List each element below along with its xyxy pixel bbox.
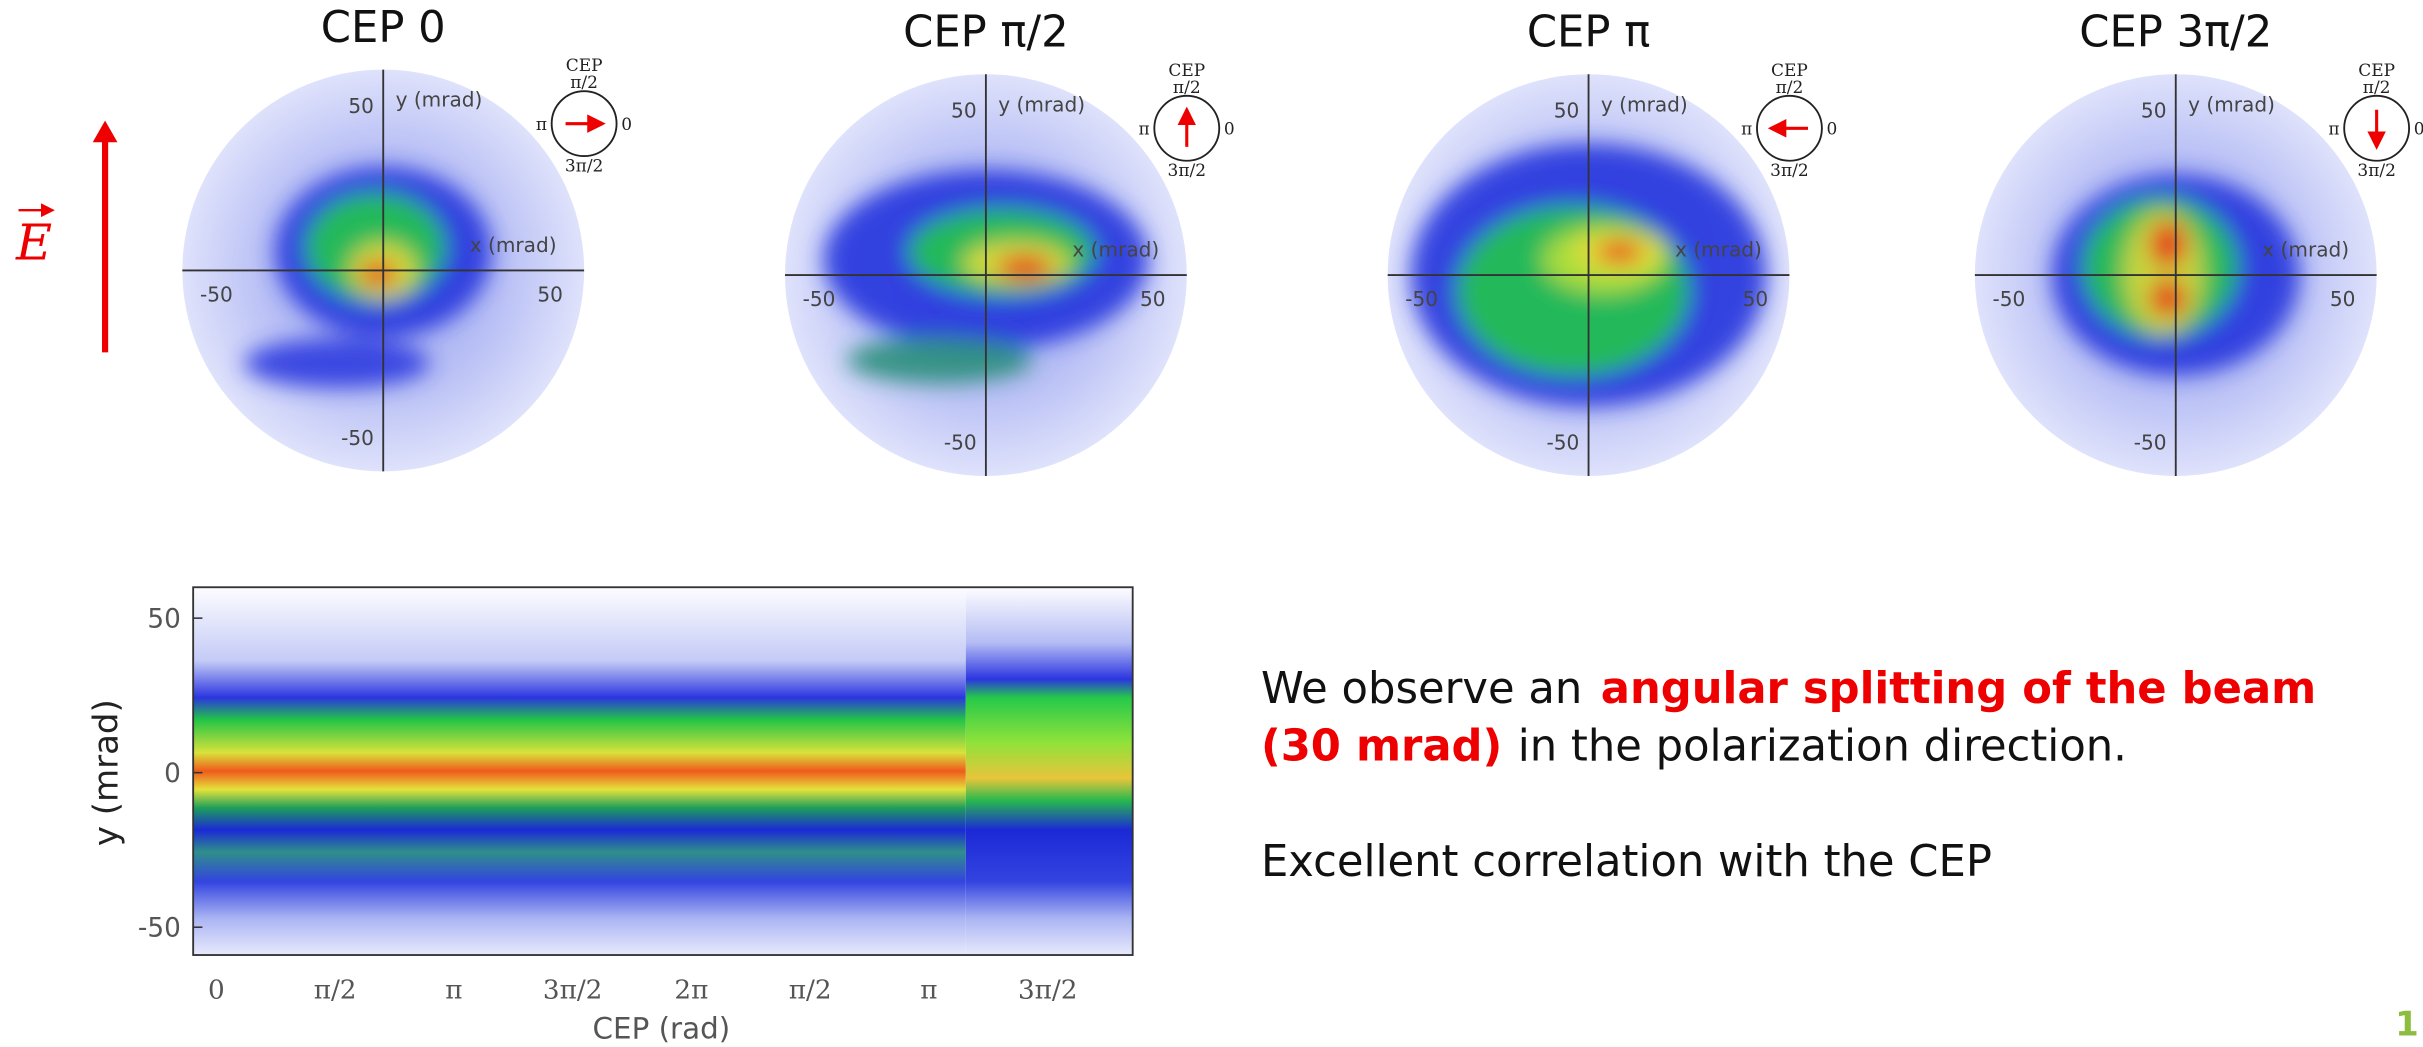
dial-label: CEP [566,56,603,76]
panel-title: CEP 3π/2 [2079,7,2272,57]
tick-label: 50 [348,94,374,118]
x-tick-label: π/2 [789,975,832,1005]
panel-title: CEP 0 [321,3,446,53]
beam-blob [360,261,398,286]
dial-label: 0 [1224,119,1235,139]
x-tick-label: 2π [674,975,708,1005]
dial-label: π/2 [570,73,598,93]
x-axis-label: CEP (rad) [593,1011,731,1045]
y-axis-label: y (mrad) [87,699,127,846]
y-tick-label: 0 [164,759,181,789]
tick-label: 50 [537,282,563,306]
x-tick-label: 3π/2 [1018,975,1078,1005]
dial-label: 3π/2 [565,157,603,177]
field-label: E [15,214,52,272]
panel-title: CEP π [1527,7,1650,57]
text-line-3: Excellent correlation with the CEP [1261,837,1992,887]
dial-label: π [536,115,547,135]
highlight-text: (30 mrad) [1261,721,1502,771]
tick-label: 50 [951,98,977,122]
x-tick-label: π/2 [314,975,357,1005]
tick-label: -50 [944,431,977,455]
dial-label: π/2 [2363,78,2391,98]
dial-label: CEP [1771,61,1808,81]
beam-blob [2149,279,2187,317]
axis-label: x (mrad) [2262,238,2349,262]
axis-label: x (mrad) [470,233,557,257]
beam-blob [996,255,1053,280]
heatmap [193,587,966,956]
dial-label: 0 [1827,119,1838,139]
axis-label: y (mrad) [998,92,1085,116]
field-arrow-head [92,120,118,143]
dial-label: 3π/2 [2357,161,2396,181]
y-tick-label: -50 [138,913,181,943]
x-tick-label: 3π/2 [543,975,603,1005]
axis-label: y (mrad) [1601,92,1688,116]
dial-label: π/2 [1173,78,1201,98]
tick-label: 50 [1554,98,1580,122]
panel-title: CEP π/2 [903,7,1068,57]
beam-blob [846,336,1033,384]
tick-label: -50 [1405,287,1438,311]
highlight-text: angular splitting of the beam [1601,664,2316,714]
tick-label: 50 [1140,287,1166,311]
x-tick-label: π [920,975,937,1005]
dial-label: CEP [1168,61,1205,81]
tick-label: -50 [2134,431,2167,455]
text-line-1: We observe an angular splitting of the be… [1261,664,2316,714]
dial-label: π [2328,119,2339,139]
x-tick-label: π [445,975,462,1005]
axis-label: x (mrad) [1675,238,1762,262]
dial-label: π/2 [1776,78,1804,98]
tick-label: -50 [341,426,374,450]
tick-label: 50 [1743,287,1769,311]
beam-blob [2149,221,2187,268]
axis-label: y (mrad) [2188,92,2275,116]
dial-label: 3π/2 [1770,161,1809,181]
cep-scan-plot: y (mrad) CEP (rad) 50 0 -50 0 π/2 π 3π/2 2π π/2 π… [87,586,1134,1045]
dial-label: 0 [621,115,632,135]
plot-frame [192,586,1134,956]
dial-label: CEP [2358,61,2395,81]
text-line-2: (30 mrad) in the polarization direction. [1261,721,2127,771]
dial-label: π [1741,119,1752,139]
plain-text: We observe an [1261,664,1582,714]
beam-blob [1596,241,1643,263]
tick-label: 50 [2141,98,2167,122]
plain-text: in the polarization direction. [1518,721,2127,771]
x-tick-label: 0 [208,975,225,1005]
tick-label: -50 [200,282,233,306]
tick-label: 50 [2330,287,2356,311]
axis-label: y (mrad) [396,88,483,112]
heatmap [965,587,1133,956]
axis-label: x (mrad) [1072,238,1159,262]
dial-label: 3π/2 [1168,161,1207,181]
beam-panel: CEP 3π/2 50 -50 -50 50 y (mrad) x (mrad) CEPπ/2… [1974,7,2423,476]
y-tick-label: 50 [147,604,180,634]
tick-label: -50 [1992,287,2025,311]
page-number: 1 [2395,1004,2419,1044]
tick-label: -50 [1546,431,1579,455]
beam-blob [244,338,430,388]
dial-label: 0 [2414,119,2423,139]
dial-label: π [1139,119,1150,139]
tick-label: -50 [803,287,836,311]
